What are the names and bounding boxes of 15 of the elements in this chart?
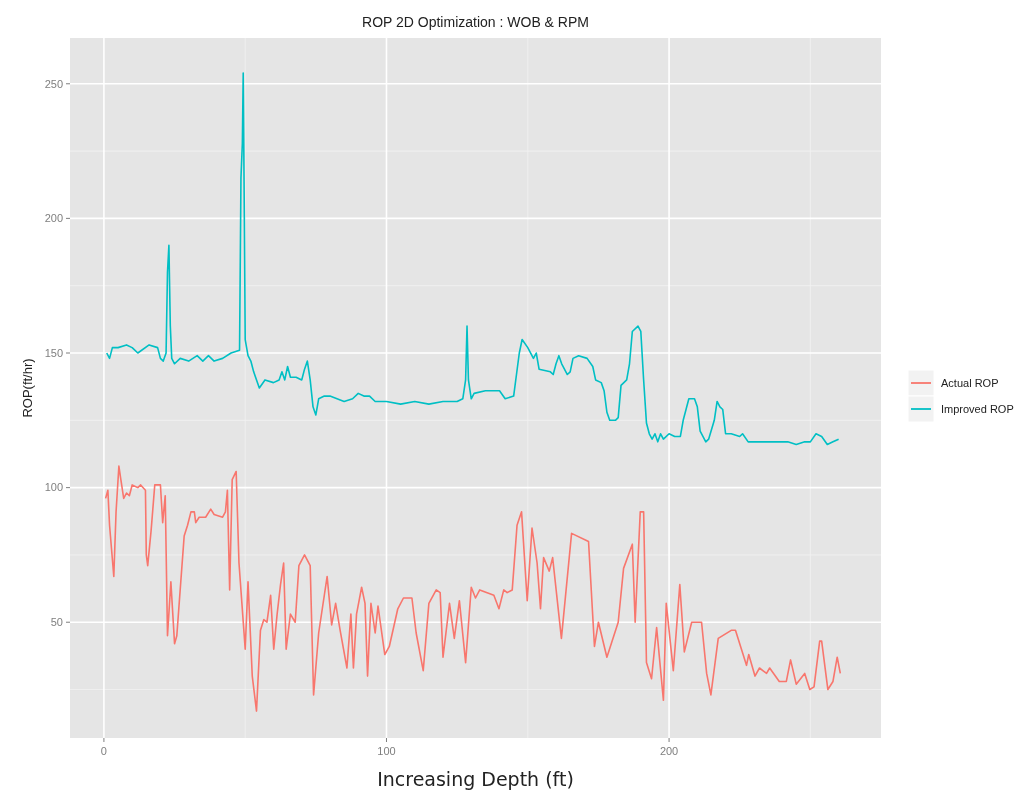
y-axis-title: ROP(ft/hr) <box>20 358 35 418</box>
x-tick-label: 0 <box>100 745 107 757</box>
y-tick-label: 50 <box>50 616 63 629</box>
x-tick-label: 100 <box>377 745 396 757</box>
legend-label: Improved ROP <box>941 402 1014 415</box>
y-tick-label: 150 <box>44 346 63 359</box>
y-tick-label: 200 <box>44 212 63 225</box>
legend-label: Actual ROP <box>941 376 999 389</box>
x-axis-title: Increasing Depth (ft) <box>377 768 574 790</box>
y-tick-label: 100 <box>44 481 63 494</box>
y-tick-label: 250 <box>44 77 63 90</box>
chart-title: ROP 2D Optimization : WOB & RPM <box>362 14 589 30</box>
x-tick-label: 200 <box>659 745 679 757</box>
line-series <box>104 465 842 712</box>
line-series <box>105 72 840 446</box>
